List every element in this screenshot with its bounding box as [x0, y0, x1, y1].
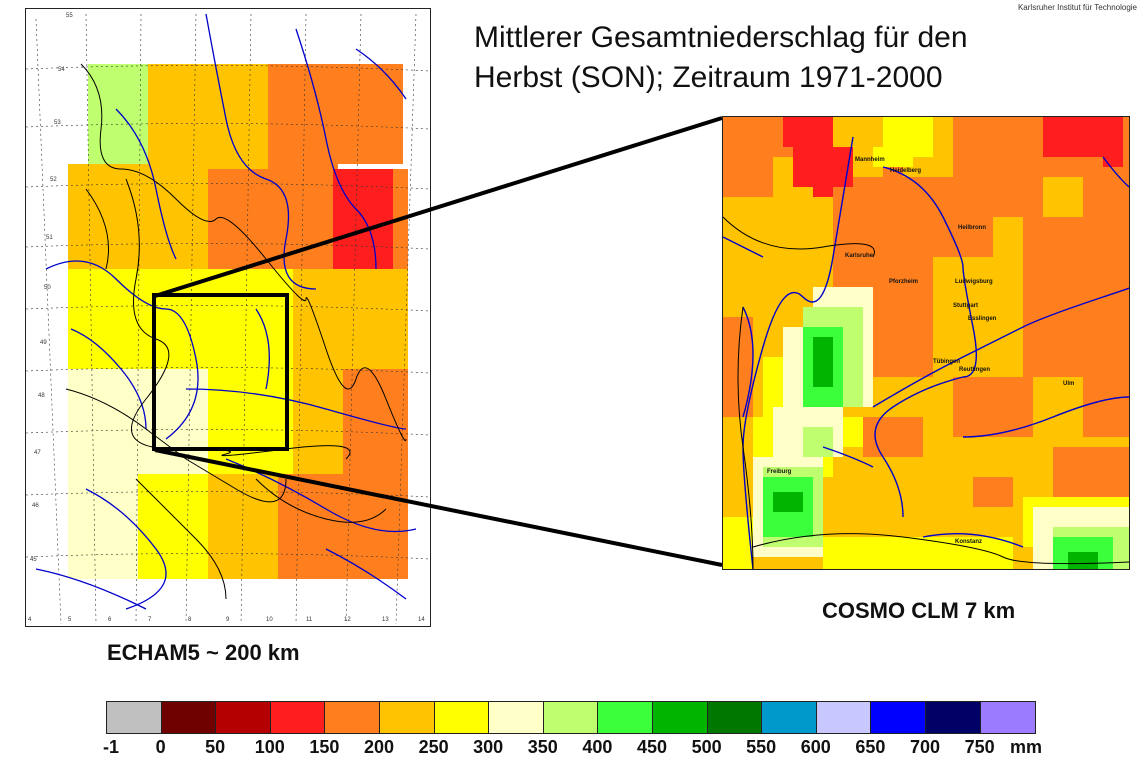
svg-text:6: 6	[108, 617, 112, 623]
colorbar-swatch	[434, 702, 490, 733]
echam5-rivers	[35, 13, 417, 610]
svg-text:47: 47	[34, 450, 41, 456]
svg-text:11: 11	[306, 617, 313, 623]
svg-text:53: 53	[54, 120, 61, 126]
cosmo-clm-caption: COSMO CLM 7 km	[822, 598, 1016, 623]
svg-text:7: 7	[148, 617, 152, 623]
colorbar-tick-label: 100	[254, 737, 285, 757]
colorbar-tick-label: 150	[309, 737, 340, 757]
colorbar-swatch	[980, 702, 1036, 733]
echam5-map-svg: 55 54 53 52 51 50 49 48 47 46 45 4 5 6 7…	[26, 13, 430, 625]
colorbar-swatch	[161, 702, 217, 733]
colorbar-swatch	[762, 702, 817, 733]
svg-text:46: 46	[32, 503, 39, 509]
colorbar-swatch	[871, 702, 926, 733]
svg-text:51: 51	[46, 235, 53, 241]
colorbar-swatch	[325, 702, 380, 733]
colorbar-tick-label: -1	[102, 737, 120, 757]
colorbar-swatch	[270, 702, 326, 733]
colorbar-tick-label: 200	[363, 737, 395, 757]
svg-text:45: 45	[30, 557, 37, 563]
city-reutlingen: Reutlingen	[959, 367, 990, 373]
city-karlsruhe: Karlsruhe	[845, 253, 874, 259]
echam5-lon-ticks: 4 5 6 7 8 9 10 11 12 13 14	[28, 617, 425, 623]
svg-text:49: 49	[40, 340, 47, 346]
svg-text:50: 50	[44, 285, 51, 291]
city-ulm: Ulm	[1063, 381, 1074, 387]
svg-text:13: 13	[382, 617, 389, 623]
svg-text:48: 48	[38, 393, 45, 399]
colorbar-tick-labels: -1 0 50 100 150 200 250 300 350 400 450 500 550 600 65…	[0, 737, 1145, 757]
echam5-map: 55 54 53 52 51 50 49 48 47 46 45 4 5 6 7…	[25, 8, 431, 627]
cosmo-borders	[723, 216, 1129, 569]
colorbar-swatch	[652, 702, 708, 733]
city-ludwigsburg: Ludwigsburg	[955, 279, 993, 285]
colorbar-swatch	[707, 702, 763, 733]
title-line-2: Herbst (SON); Zeitraum 1971-2000	[474, 61, 943, 94]
city-freiburg: Freiburg	[767, 469, 792, 475]
city-stuttgart: Stuttgart	[953, 303, 978, 309]
colorbar-tick-label: 500	[691, 737, 722, 757]
svg-text:14: 14	[418, 617, 425, 623]
echam5-grid-cells	[68, 64, 408, 579]
colorbar-tick-label: 300	[473, 737, 504, 757]
svg-text:52: 52	[50, 177, 57, 183]
city-pforzheim: Pforzheim	[889, 279, 918, 285]
cosmo-city-labels: Mannheim Heidelberg Heilbronn Karlsruhe …	[767, 157, 1074, 545]
svg-text:12: 12	[344, 617, 351, 623]
city-konstanz: Konstanz	[955, 539, 982, 545]
colorbar-tick-label: 550	[746, 737, 777, 757]
colorbar-swatch	[107, 702, 162, 733]
colorbar-swatch	[925, 702, 981, 733]
echam5-caption: ECHAM5 ~ 200 km	[107, 640, 300, 665]
colorbar-swatch	[489, 702, 544, 733]
institution-label: Karlsruher Institut für Technologie	[1017, 3, 1137, 12]
colorbar-swatch	[216, 702, 271, 733]
colorbar-tick-label: 350	[527, 737, 558, 757]
colorbar-swatch	[816, 702, 872, 733]
city-heilbronn: Heilbronn	[958, 225, 986, 231]
cosmo-darkgreen-cells	[773, 337, 1098, 569]
colorbar-tick-label: 600	[800, 737, 831, 757]
svg-text:9: 9	[226, 617, 230, 623]
colorbar-unit: mm	[1010, 737, 1043, 757]
svg-text:55: 55	[66, 13, 73, 19]
city-mannheim: Mannheim	[855, 157, 885, 163]
colorbar-tick-label: 50	[205, 737, 226, 757]
colorbar-tick-label: 250	[418, 737, 449, 757]
precipitation-colorbar	[106, 701, 1037, 734]
colorbar-tick-label: 450	[636, 737, 668, 757]
colorbar-tick-label: 650	[855, 737, 886, 757]
svg-text:8: 8	[188, 617, 192, 623]
colorbar-swatch	[543, 702, 599, 733]
svg-text:4: 4	[28, 617, 32, 623]
cosmo-clm-map: Mannheim Heidelberg Heilbronn Karlsruhe …	[722, 116, 1130, 570]
colorbar-tick-label: 700	[909, 737, 941, 757]
colorbar-swatch	[379, 702, 435, 733]
svg-text:10: 10	[266, 617, 273, 623]
colorbar-tick-label: 750	[964, 737, 995, 757]
city-tuebingen: Tübingen	[933, 359, 960, 365]
colorbar-tick-label: 0	[155, 737, 166, 757]
zoom-box	[152, 293, 289, 451]
colorbar-swatch	[598, 702, 653, 733]
colorbar-tick-label: 400	[582, 737, 613, 757]
title-line-1: Mittlerer Gesamtniederschlag für den	[474, 21, 968, 54]
svg-text:5: 5	[68, 617, 72, 623]
cosmo-red-cells	[783, 117, 1123, 197]
cosmo-rivers	[723, 136, 1129, 569]
city-esslingen: Esslingen	[968, 316, 997, 322]
cosmo-clm-map-svg: Mannheim Heidelberg Heilbronn Karlsruhe …	[723, 117, 1129, 569]
page-title: Mittlerer Gesamtniederschlag für den Her…	[474, 18, 1114, 98]
svg-text:54: 54	[58, 67, 65, 73]
city-heidelberg: Heidelberg	[890, 168, 921, 174]
echam5-lat-ticks: 55 54 53 52 51 50 49 48 47 46 45	[30, 13, 73, 563]
